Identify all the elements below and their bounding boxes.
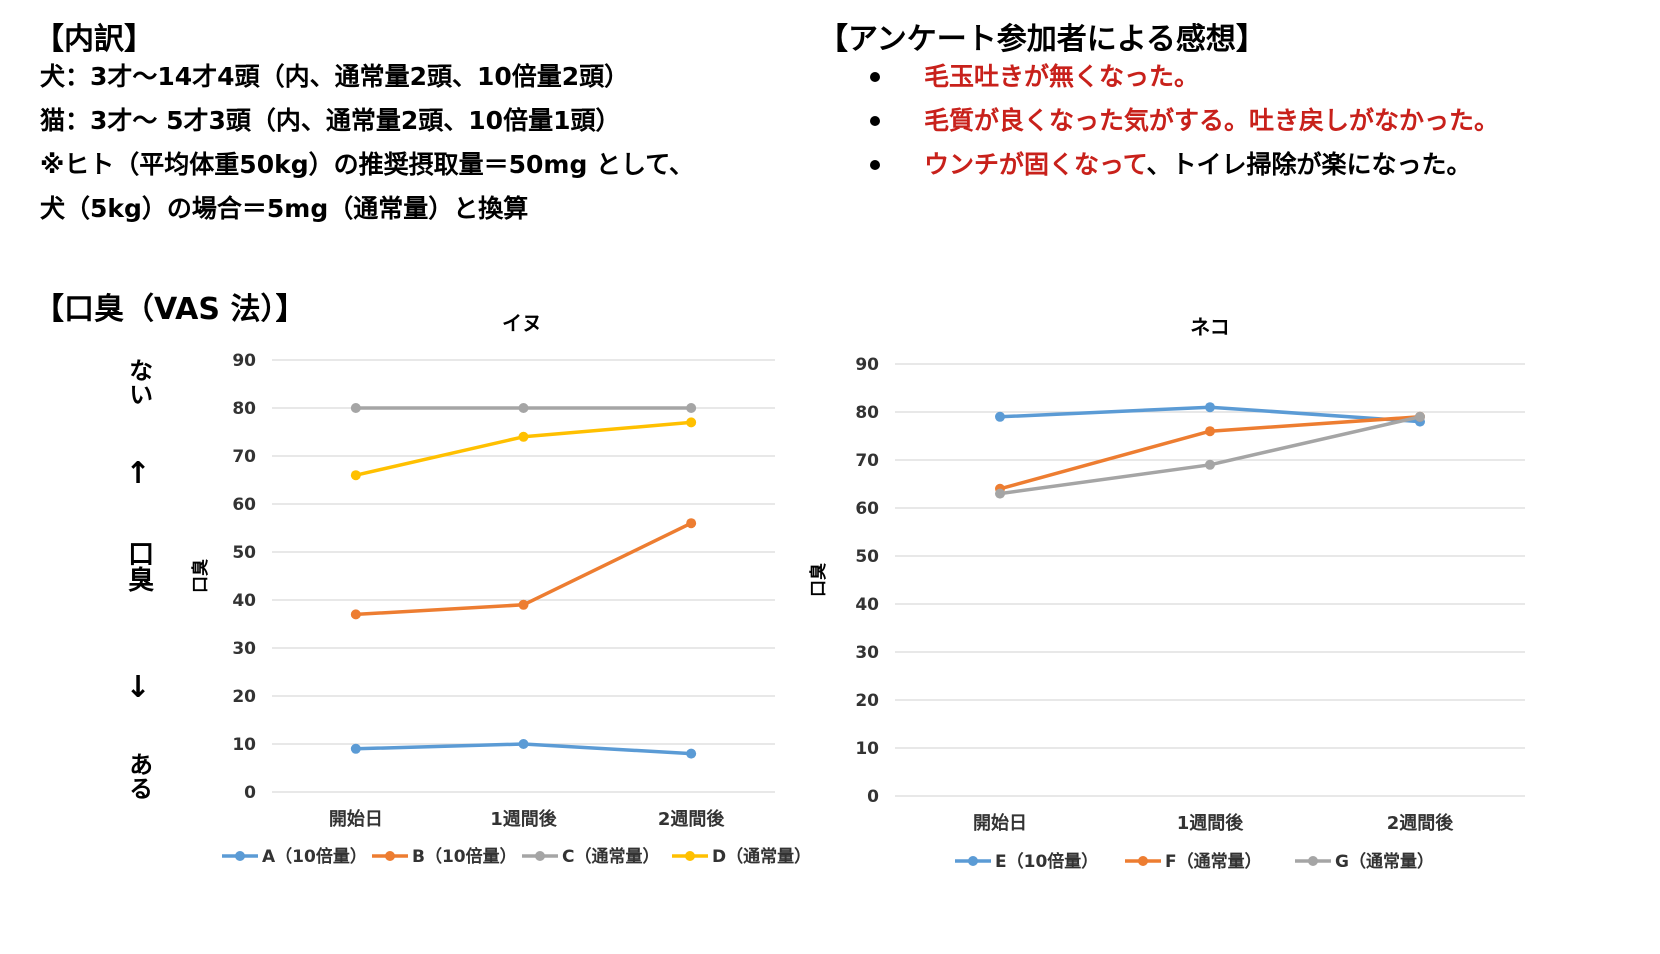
- data-point: [350, 470, 361, 481]
- y-tick-label: 80: [855, 403, 879, 423]
- y-tick-label: 10: [232, 735, 256, 755]
- legend-entry: C（通常量）: [562, 846, 659, 867]
- breakdown-heading: 【内訳】: [34, 22, 154, 57]
- data-point: [1415, 411, 1425, 422]
- section-heading: 【口臭（VAS 法）】: [34, 292, 306, 327]
- legend-entry: E（10倍量）: [995, 851, 1098, 872]
- data-point: [518, 599, 529, 610]
- legend-marker: [685, 851, 695, 861]
- side-label-middle: 口臭: [118, 540, 158, 598]
- breakdown-line: ※ヒト（平均体重50kg）の推奨摂取量＝50mg として、: [40, 150, 695, 179]
- data-point: [686, 403, 697, 413]
- y-tick-label: 60: [232, 495, 256, 515]
- legend-entry: B（10倍量）: [412, 846, 517, 867]
- y-tick-label: 30: [855, 643, 879, 663]
- legend-entry: G（通常量）: [1335, 851, 1434, 872]
- survey-item-highlight: 毛質が良くなった気がする。吐き戻しがなかった。: [924, 106, 1500, 135]
- legend-entry: A（10倍量）: [262, 846, 367, 867]
- chart-title: イヌ: [502, 311, 542, 335]
- y-axis-label: 口臭: [190, 559, 211, 593]
- legend-entry: D（通常量）: [712, 846, 811, 867]
- data-point: [1205, 402, 1215, 413]
- data-point: [995, 411, 1005, 422]
- legend-marker: [535, 851, 545, 861]
- breakdown-line: 犬：3才～14才4頭（内、通常量2頭、10倍量2頭）: [40, 62, 630, 91]
- legend-entry: F（通常量）: [1165, 851, 1262, 872]
- legend-marker: [1138, 856, 1148, 866]
- data-point: [1205, 426, 1215, 437]
- data-point: [350, 743, 361, 754]
- data-point: [518, 403, 529, 413]
- data-point: [518, 739, 529, 749]
- x-tick-label: 1週間後: [490, 808, 558, 830]
- y-tick-label: 40: [232, 591, 256, 611]
- legend-marker: [385, 851, 395, 861]
- side-label-have: ある: [118, 752, 158, 805]
- y-tick-label: 10: [855, 739, 879, 759]
- y-tick-label: 60: [855, 499, 879, 519]
- x-tick-label: 開始日: [973, 812, 1027, 834]
- data-point: [350, 609, 361, 620]
- legend-marker: [235, 851, 245, 861]
- bullet-icon: [870, 72, 880, 82]
- y-tick-label: 50: [855, 547, 879, 567]
- side-label-top: ない: [124, 358, 153, 406]
- legend-marker: [1308, 856, 1318, 866]
- y-tick-label: 0: [244, 783, 256, 803]
- data-point: [686, 518, 697, 529]
- x-tick-label: 2週間後: [1387, 812, 1455, 834]
- bullet-icon: [870, 116, 880, 126]
- y-tick-label: 0: [867, 787, 879, 807]
- y-tick-label: 70: [855, 451, 879, 471]
- x-tick-label: 開始日: [329, 808, 383, 830]
- survey-heading: 【アンケート参加者による感想】: [818, 22, 1266, 57]
- series-line: [355, 420, 692, 477]
- data-point: [350, 403, 361, 413]
- y-tick-label: 90: [232, 351, 256, 371]
- breakdown-line: 犬（5kg）の場合＝5mg（通常量）と換算: [40, 194, 529, 223]
- data-point: [995, 488, 1005, 499]
- x-tick-label: 1週間後: [1177, 812, 1245, 834]
- data-point: [1205, 459, 1215, 470]
- y-tick-label: 20: [855, 691, 879, 711]
- legend-marker: [968, 856, 978, 866]
- y-tick-label: 70: [232, 447, 256, 467]
- survey-item-rest: 、トイレ掃除が楽になった。: [1146, 150, 1472, 179]
- data-point: [518, 431, 529, 442]
- x-tick-label: 2週間後: [658, 808, 726, 830]
- data-point: [686, 748, 697, 759]
- survey-item-highlight: ウンチが固くなって: [924, 150, 1147, 179]
- y-axis-label: 口臭: [808, 563, 829, 597]
- side-label-middle-text: 口臭: [123, 540, 154, 592]
- survey-item-highlight: 毛玉吐きが無くなった。: [924, 62, 1200, 91]
- breakdown-line: 猫：3才～ 5才3頭（内、通常量2頭、10倍量1頭）: [40, 106, 621, 135]
- y-tick-label: 50: [232, 543, 256, 563]
- side-label-bottom: ある: [124, 752, 153, 800]
- chart-title: ネコ: [1190, 315, 1230, 339]
- data-point: [686, 417, 697, 428]
- y-tick-label: 90: [855, 355, 879, 375]
- side-label-none: ない: [118, 358, 158, 411]
- arrow-up-icon: ↑: [125, 456, 151, 491]
- y-tick-label: 30: [232, 639, 256, 659]
- arrow-down-icon: ↓: [125, 670, 151, 705]
- y-tick-label: 80: [232, 399, 256, 419]
- y-tick-label: 40: [855, 595, 879, 615]
- bullet-icon: [870, 160, 880, 170]
- y-tick-label: 20: [232, 687, 256, 707]
